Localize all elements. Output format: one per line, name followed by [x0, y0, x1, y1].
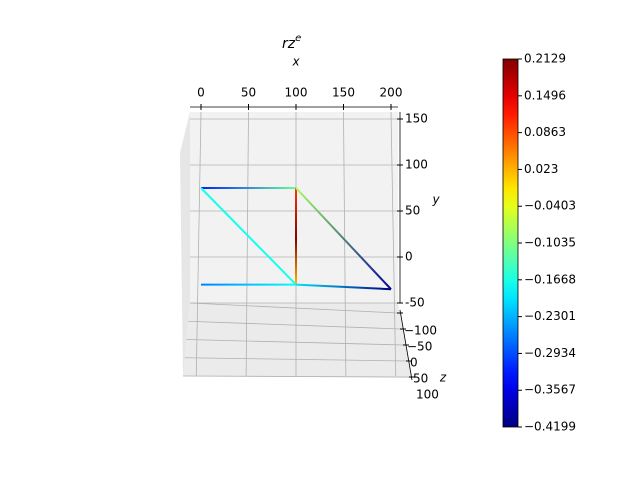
- z-tick-label: −100: [404, 324, 437, 338]
- z-grid-line: [184, 357, 408, 362]
- x-tick-label: 200: [380, 86, 403, 100]
- y-tick-label: 100: [405, 158, 428, 172]
- x-tick-label: 0: [197, 86, 205, 100]
- colorbar: [502, 58, 519, 428]
- side-pane: [180, 112, 190, 376]
- z-grid-line: [188, 320, 402, 330]
- colorbar-tick-label: 0.023: [524, 162, 558, 176]
- colorbar-tick-label: 0.2129: [524, 52, 566, 66]
- colorbar-tick-label: −0.4199: [524, 420, 576, 434]
- colorbar-tick-label: −0.2934: [524, 346, 576, 360]
- data-line: [295, 283, 392, 291]
- colorbar-tick-label: −0.3567: [524, 383, 576, 397]
- z-tick-label: 50: [413, 372, 428, 386]
- x-label: x: [291, 55, 300, 69]
- title-sup: e: [295, 33, 301, 44]
- x-grid-line: [390, 111, 397, 377]
- z-grid-line: [186, 339, 405, 346]
- colorbar-tick-label: 0.0863: [524, 125, 566, 139]
- x-tick-label: 150: [332, 86, 355, 100]
- colorbar-tick-label: −0.1035: [524, 236, 576, 250]
- x-tick-label: 50: [241, 86, 256, 100]
- z-label: z: [439, 371, 447, 385]
- z-tick-label: −50: [407, 340, 432, 354]
- x-tick-label: 100: [285, 86, 308, 100]
- x-grid-line: [245, 111, 249, 377]
- y-tick-label: 0: [405, 250, 413, 264]
- x-grid-line: [343, 111, 347, 377]
- title-main: rz: [282, 36, 296, 52]
- data-line: [295, 187, 392, 290]
- y-label: y: [431, 193, 440, 207]
- x-grid-line: [195, 111, 202, 377]
- colorbar-tick-label: −0.2301: [524, 309, 576, 323]
- y-tick-label: 50: [405, 204, 420, 218]
- colorbar-tick-label: 0.1496: [524, 88, 566, 102]
- back-pane: [190, 112, 398, 303]
- y-tick-label: -50: [405, 296, 425, 310]
- z-grid-line: [189, 302, 399, 314]
- z-tick-label: 0: [410, 356, 418, 370]
- colorbar-tick-label: −0.0403: [524, 199, 576, 213]
- chart-title: rze: [282, 33, 301, 52]
- z-tick-label: 100: [416, 388, 439, 402]
- z-grid-line: [182, 375, 411, 378]
- y-tick-label: 150: [405, 112, 428, 126]
- floor-pane: [183, 303, 412, 378]
- data-line: [200, 187, 297, 286]
- colorbar-tick-label: −0.1668: [524, 272, 576, 286]
